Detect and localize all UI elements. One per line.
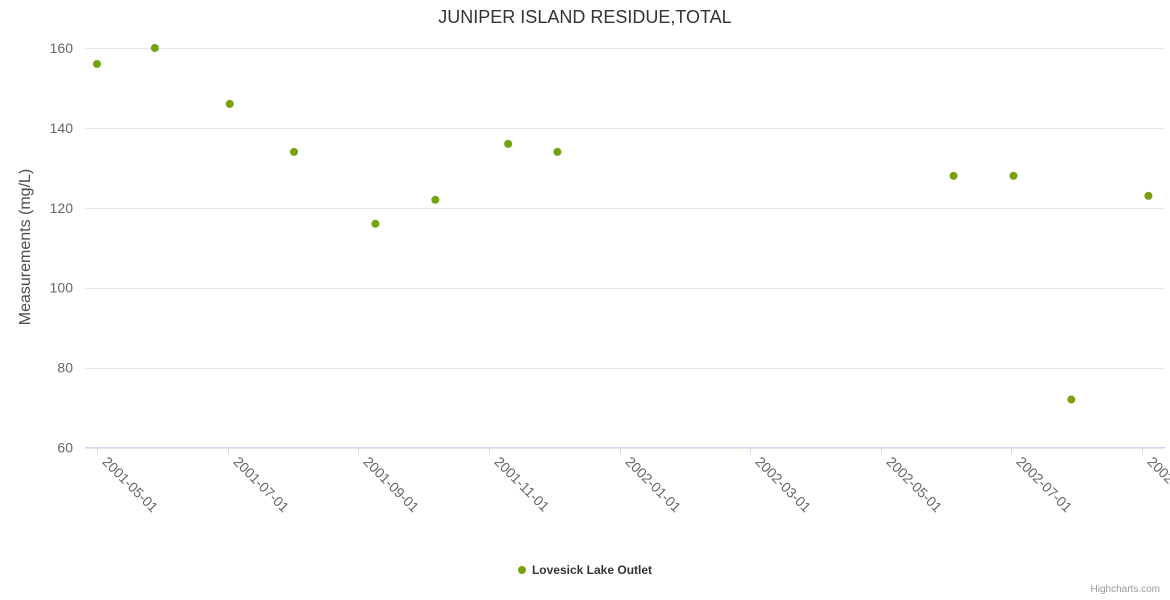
data-point[interactable]: [949, 171, 958, 180]
data-point[interactable]: [150, 44, 159, 52]
legend-item[interactable]: Lovesick Lake Outlet: [517, 563, 653, 577]
y-tick-label: 120: [50, 200, 74, 216]
chart-title: JUNIPER ISLAND RESIDUE,TOTAL: [438, 7, 732, 27]
y-tick-label: 160: [50, 40, 74, 56]
data-point[interactable]: [93, 59, 101, 68]
x-tick-label: 2001-09-01: [360, 453, 422, 515]
x-tick-label: 2002-07-01: [1013, 453, 1075, 515]
x-tick-label: 2002-09-01: [1144, 453, 1170, 515]
data-point[interactable]: [1144, 191, 1153, 200]
data-point[interactable]: [504, 139, 513, 148]
highcharts-credit-link[interactable]: Highcharts.com: [1090, 584, 1160, 595]
data-point[interactable]: [290, 147, 299, 156]
data-point[interactable]: [371, 219, 380, 228]
data-point[interactable]: [1067, 395, 1076, 404]
y-tick-label: 60: [57, 440, 73, 456]
x-tick-label: 2001-11-01: [491, 453, 552, 514]
x-tick-label: 2001-07-01: [230, 453, 292, 515]
x-tick-label: 2002-03-01: [752, 453, 814, 515]
data-point[interactable]: [225, 99, 234, 108]
legend-label: Lovesick Lake Outlet: [531, 563, 653, 577]
y-tick-label: 80: [57, 360, 73, 376]
data-point[interactable]: [431, 195, 440, 204]
legend-marker-icon: [517, 566, 526, 574]
data-point[interactable]: [1009, 171, 1018, 180]
data-point[interactable]: [553, 147, 562, 156]
y-tick-label: 100: [50, 280, 74, 296]
x-tick-label: 2001-05-01: [99, 453, 161, 515]
x-tick-label: 2002-05-01: [883, 453, 945, 515]
x-tick-label: 2002-01-01: [622, 453, 684, 515]
y-tick-label: 140: [50, 120, 74, 136]
